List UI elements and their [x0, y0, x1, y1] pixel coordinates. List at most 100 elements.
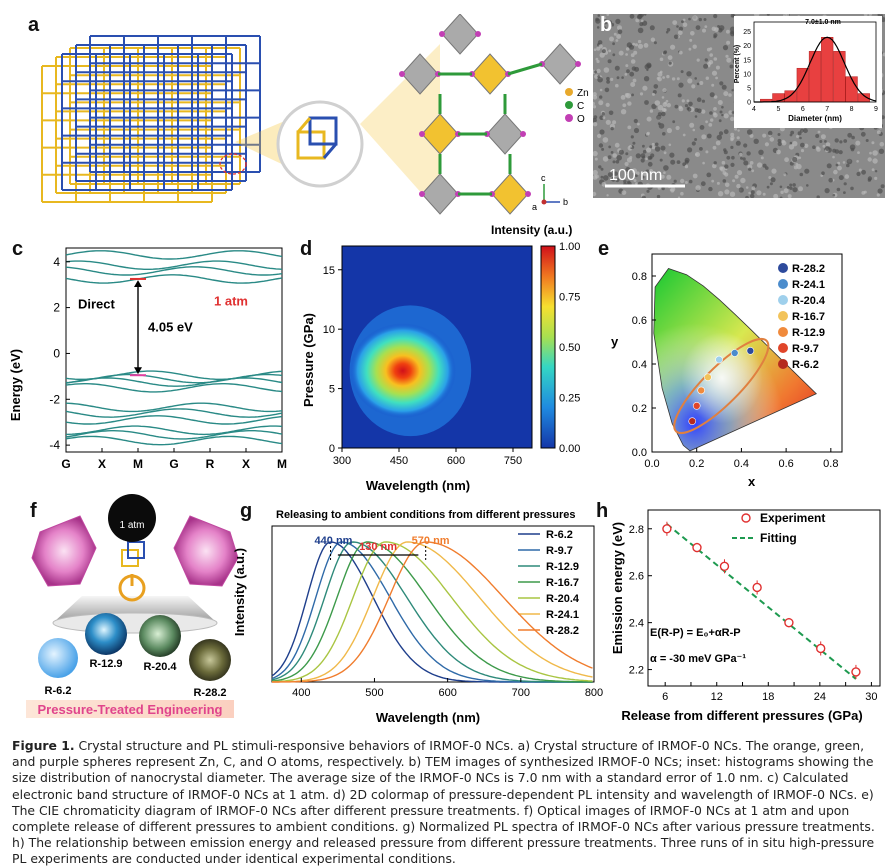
hist-xtick: 7 [825, 106, 829, 113]
panel-b-label: b [600, 14, 613, 36]
hist-bar [808, 51, 822, 103]
figure-caption: Figure 1. Crystal structure and PL stimu… [12, 738, 882, 868]
e-xlabel: x [748, 474, 756, 489]
sample-r-12-9 [85, 613, 127, 655]
sample-1atm [108, 494, 156, 542]
sample-r-20-4 [139, 615, 181, 657]
band-line [65, 266, 283, 276]
cie-point [746, 347, 755, 355]
cie-legend-marker [778, 343, 788, 353]
band-line [65, 274, 283, 284]
c-ylabel: Energy (eV) [8, 349, 23, 421]
hist-frame [753, 21, 877, 103]
c-ytick: 0 [53, 346, 60, 360]
h-point [662, 524, 672, 534]
svg-text:b: b [563, 197, 568, 207]
g-xtick: 700 [512, 687, 530, 699]
pl-spectra-plot: Intensity (a.u.) Wavelength (nm) Releasi… [232, 509, 603, 725]
hist-xtick: 9 [874, 106, 878, 113]
c-xtick: G [61, 457, 70, 471]
g-legend-label: R-9.7 [546, 545, 573, 557]
panel-e-label: e [598, 238, 610, 260]
emission-energy-plot: Emission energy (eV) Release from differ… [610, 509, 881, 723]
band-line [65, 430, 283, 440]
e-xtick: 0.6 [778, 458, 793, 470]
g-legend-label: R-6.2 [546, 529, 573, 541]
cie-legend-marker [778, 263, 788, 273]
h-point [816, 643, 826, 654]
hist-xtick: 6 [801, 106, 805, 113]
c-xtick: X [98, 457, 106, 471]
hist-ytick: 25 [743, 29, 751, 36]
hist-bar [845, 76, 858, 103]
d-ytick: 0 [329, 443, 335, 455]
d-cbar-tick: 0.25 [559, 393, 580, 405]
spectrum-line [271, 541, 593, 683]
band-line [65, 415, 283, 425]
pl-colormap: Pressure (GPa) Wavelength (nm) Intensity… [301, 223, 580, 493]
svg-text:R-6.2: R-6.2 [45, 685, 72, 697]
d-cbar-tick: 1.00 [559, 241, 580, 253]
g-xtick: 400 [292, 687, 310, 699]
c-xtick: M [277, 457, 287, 471]
element-legend: Zn C O [565, 88, 589, 125]
panel-a-label: a [28, 14, 40, 36]
panel-a-figure: Zn C O c b a [41, 14, 589, 215]
pressure-label: 1 atm [214, 293, 248, 308]
band-line [65, 402, 283, 413]
band-line [65, 435, 283, 446]
d-frame [341, 245, 533, 449]
h-ytick: 2.8 [629, 524, 644, 536]
spectrum-line [272, 541, 593, 683]
hist-xtick: 8 [850, 106, 854, 113]
g-ann-130: 130 nm [359, 541, 397, 553]
d-ytick: 10 [323, 324, 335, 336]
c-ytick: 2 [53, 301, 60, 315]
c-ytick: -2 [49, 392, 60, 406]
h-legend-exp-marker [741, 513, 751, 523]
d-cbar-tick: 0.75 [559, 292, 580, 304]
e-frame [651, 253, 843, 453]
g-legend-label: R-16.7 [546, 577, 579, 589]
hist-ytick: 5 [747, 85, 751, 92]
d-colorbar [540, 245, 556, 449]
h-legend-exp: Experiment [760, 511, 825, 525]
optical-images: 1 atm R-6.2 R-12.9 R-20.4 R-28.2 Pressur… [26, 494, 239, 718]
h-ytick: 2.4 [629, 618, 644, 630]
h-xtick: 24 [814, 691, 826, 703]
d-ytick: 5 [329, 384, 335, 396]
g-title: Releasing to ambient conditions from dif… [276, 509, 576, 521]
band-line [65, 260, 283, 270]
cie-point [688, 417, 697, 425]
cie-point [715, 355, 723, 364]
cie-legend-label: R-28.2 [792, 263, 825, 275]
direct-label: Direct [78, 297, 116, 312]
hist-ytick: 10 [743, 71, 751, 78]
svg-text:O: O [577, 114, 585, 125]
zoom-marker [219, 153, 247, 175]
caption-text: Crystal structure and PL stimuli-respons… [12, 738, 875, 867]
scale-bar-label: 100 nm [609, 167, 662, 184]
g-ann-570: 570 nm [412, 535, 450, 547]
anvil-base [52, 612, 218, 634]
d-xtick: 450 [390, 455, 408, 467]
band-structure-plot: Energy (eV) G X M G R X M -4 -2 0 2 4 Direct 4.05 eV 1… [8, 247, 287, 471]
panel-d-label: d [300, 238, 313, 260]
sample-r-6-2 [38, 638, 78, 678]
band-line [65, 377, 283, 387]
h-xtick: 6 [662, 691, 668, 703]
d-peak [349, 323, 456, 419]
unit-cell-icon [296, 116, 338, 160]
hist-ytick: 15 [743, 57, 751, 64]
e-xtick: 0.8 [823, 458, 838, 470]
g-frame [271, 525, 595, 683]
c-xtick: R [206, 457, 215, 471]
hist-xtick: 5 [776, 106, 780, 113]
h-point [692, 542, 702, 553]
d-xtick: 600 [447, 455, 465, 467]
svg-text:1 atm: 1 atm [119, 520, 144, 531]
c-ytick: 4 [53, 255, 60, 269]
cie-legend-label: R-9.7 [792, 343, 819, 355]
h-ytick: 2.2 [629, 665, 644, 677]
panel-h-label: h [596, 500, 609, 522]
